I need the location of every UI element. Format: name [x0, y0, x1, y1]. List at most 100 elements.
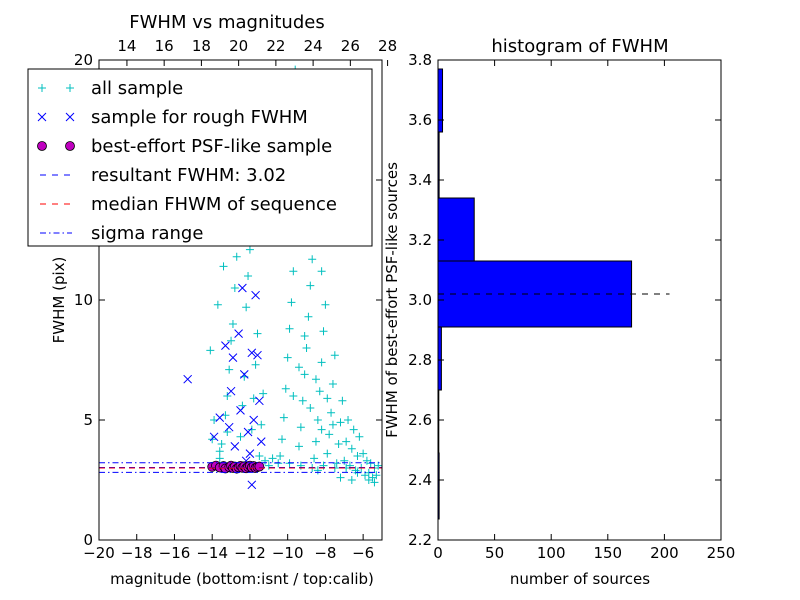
data-point — [364, 476, 373, 484]
data-point — [319, 327, 328, 336]
data-point — [227, 336, 236, 345]
data-point — [344, 416, 353, 424]
y-tick-label: 10 — [74, 291, 93, 309]
data-point — [225, 365, 234, 374]
data-point — [296, 423, 305, 432]
legend-marker-swatch — [37, 112, 47, 122]
legend-label: best-effort PSF-like sample — [91, 136, 332, 157]
data-point — [302, 344, 311, 352]
data-point — [245, 449, 255, 458]
data-point — [251, 290, 260, 300]
data-point — [323, 449, 332, 458]
data-point — [268, 454, 277, 463]
data-point — [228, 353, 238, 362]
data-point — [279, 413, 288, 422]
scatter-bottom-x-ticks: −20 −18 −16 −14 −12 −10 −8 −6 — [83, 534, 374, 562]
x-tick-label: −18 — [121, 544, 153, 562]
data-point — [355, 432, 364, 441]
data-point — [323, 394, 332, 403]
data-point — [238, 283, 247, 293]
y-tick-label: 3.4 — [408, 171, 432, 189]
data-point — [213, 300, 222, 309]
x-tick-label: −6 — [352, 544, 374, 562]
data-point — [313, 466, 322, 475]
x-tick-label: 50 — [485, 544, 504, 562]
data-point — [251, 360, 260, 369]
data-point — [254, 461, 265, 472]
data-point — [228, 320, 237, 328]
data-point — [249, 415, 259, 425]
data-point — [257, 420, 266, 429]
x-tick-label: −10 — [272, 544, 304, 562]
histogram-x-ticks: 0 50 100 150 200 250 — [433, 60, 735, 562]
legend-label: sigma range — [91, 223, 203, 244]
data-point — [306, 404, 315, 412]
top-x-tick-label: 16 — [155, 37, 174, 55]
data-point — [294, 363, 303, 372]
y-tick-label: 5 — [83, 411, 93, 429]
data-point — [287, 298, 296, 307]
data-point — [232, 252, 241, 261]
data-point — [209, 432, 219, 442]
data-point — [315, 387, 324, 396]
legend-marker-swatch — [38, 84, 46, 92]
data-point — [370, 478, 379, 487]
histogram-bar — [437, 68, 444, 133]
data-point — [347, 476, 356, 484]
data-point — [230, 442, 240, 451]
legend-label: resultant FWHM: 3.02 — [91, 165, 286, 186]
data-point — [310, 454, 319, 463]
legend-entry: resultant FWHM: 3.02 — [40, 165, 286, 186]
data-point — [247, 425, 256, 434]
data-point — [276, 452, 285, 460]
legend-marker-swatch — [66, 84, 74, 92]
data-point — [336, 473, 345, 482]
y-tick-label: 2.8 — [408, 351, 432, 369]
data-point — [183, 374, 193, 384]
histogram-y-ticks: 2.2 2.4 2.6 2.8 3.0 3.2 3.4 3.6 3.8 — [408, 51, 721, 549]
y-tick-label: 3.6 — [408, 111, 432, 129]
data-point — [300, 332, 309, 340]
data-point — [308, 255, 317, 264]
scatter-reference-lines — [99, 462, 382, 473]
data-point — [294, 442, 303, 451]
top-x-tick-label: 22 — [266, 37, 285, 55]
data-point — [289, 267, 298, 276]
legend-entry: sigma range — [40, 223, 203, 244]
x-tick-label: −14 — [196, 544, 228, 562]
data-point — [306, 281, 315, 290]
data-point — [247, 480, 257, 490]
scatter-title: FWHM vs magnitudes — [129, 12, 324, 33]
data-point — [317, 358, 326, 367]
data-point — [253, 329, 262, 338]
legend-box — [27, 68, 373, 247]
data-point — [317, 267, 326, 276]
data-point — [255, 452, 264, 460]
data-point — [224, 422, 234, 432]
legend-label: median FHWM of sequence — [91, 194, 337, 215]
data-point — [321, 300, 330, 309]
legend-label: sample for rough FWHM — [91, 107, 308, 128]
data-point — [219, 262, 228, 271]
scatter-top-x-ticks: 14 16 18 20 22 24 26 28 — [117, 37, 397, 66]
data-point — [226, 386, 236, 396]
data-point — [317, 425, 326, 434]
data-point — [234, 329, 243, 338]
data-point — [311, 437, 320, 446]
y-tick-label: 20 — [74, 51, 93, 69]
data-point — [285, 324, 294, 333]
y-tick-label: 0 — [83, 531, 93, 549]
top-x-tick-label: 20 — [229, 37, 248, 55]
data-point — [245, 245, 254, 254]
data-point — [256, 437, 266, 446]
data-point — [338, 396, 347, 405]
data-point — [255, 396, 264, 406]
legend-marker-swatch — [37, 141, 47, 151]
legend-entry: best-effort PSF-like sample — [37, 136, 332, 157]
top-x-tick-label: 14 — [117, 37, 136, 55]
data-point — [247, 348, 257, 358]
histogram-bar — [437, 326, 442, 391]
scatter-series-1 — [183, 283, 266, 490]
legend-entries: all sample sample for rough FWHM best-effo… — [37, 78, 337, 244]
x-tick-label: 200 — [650, 544, 679, 562]
